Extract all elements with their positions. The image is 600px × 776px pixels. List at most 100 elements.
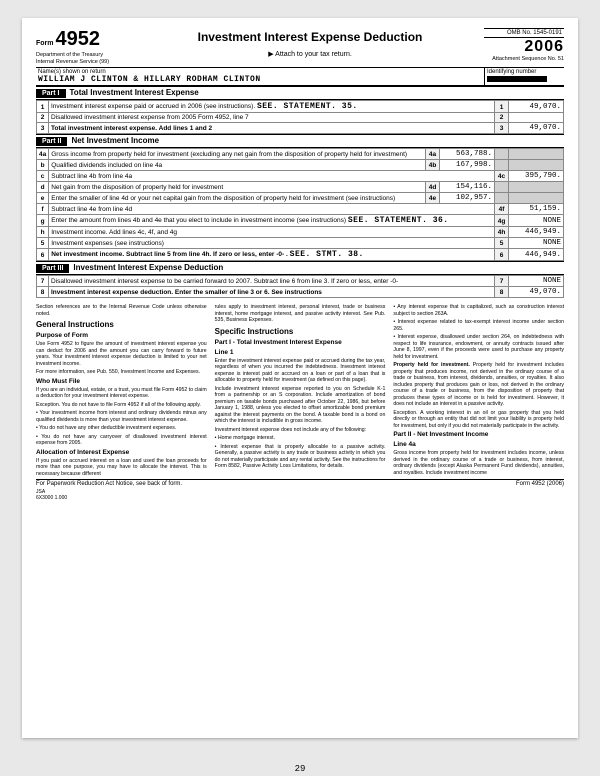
who-b3: • You do not have any carryover of disal… [36,434,207,447]
who-p2: Exception. You do not have to file Form … [36,402,207,409]
prop-p: Property held for investment includes pr… [393,362,564,407]
l3-cn: 3 [495,123,509,134]
part3-label: Part III [36,264,69,273]
l5-no: 5 [37,238,49,249]
dept-irs: Internal Revenue Service (99) [36,59,136,65]
purpose-p1: Use Form 4952 to figure the amount of in… [36,341,207,367]
l4b-no: b [37,160,49,171]
c2-p1: rules apply to investment interest, pers… [215,304,386,324]
prop-h: Property held for investment. [393,362,469,368]
l6-ref: SEE. STMT. 38. [290,250,364,259]
part3-title: Investment Interest Expense Deduction [73,263,223,272]
form-number: 4952 [55,28,100,50]
l4b-s1 [495,160,509,171]
l6-no: 6 [37,249,49,261]
l4d-val: 154,116. [440,182,495,193]
id-label: Identifying number [487,69,562,75]
l4f-no: f [37,204,49,215]
paperwork-notice: For Paperwork Reduction Act Notice, see … [36,481,182,487]
l4e-s1 [495,193,509,204]
tax-year: 2006 [484,38,564,56]
taxpayer-name: WILLIAM J CLINTON & HILLARY RODHAM CLINT… [38,75,482,84]
l1-desc: Investment interest expense paid or accr… [51,103,255,110]
part2-label: Part II [36,137,67,146]
l4h-no: h [37,227,49,238]
l4a-desc: Gross income from property held for inve… [49,149,426,160]
p1-h: Part I - Total Investment Interest Expen… [215,339,386,347]
l4g-no: g [37,215,49,227]
l4d-cn: 4d [426,182,440,193]
form-title: Investment Interest Expense Deduction [136,30,484,44]
alloc-h: Allocation of Interest Expense [36,449,207,457]
l6-desc: Net investment income. Subtract line 5 f… [51,251,288,258]
part2-title: Net Investment Income [71,136,159,145]
l4e-val: 102,957. [440,193,495,204]
l4a-val: 563,788. [440,149,495,160]
l4h-val: 446,949. [509,227,564,238]
line1-p1: Enter the investment interest expense pa… [215,358,386,384]
l4b-s2 [509,160,564,171]
l4a-s2 [509,149,564,160]
l4g-val: NONE [509,215,564,227]
l2-val [509,113,564,123]
c3-b2: • Interest expense related to tax-exempt… [393,319,564,332]
l4a-s1 [495,149,509,160]
l7-no: 7 [37,276,49,287]
who-b1: • Your investment income from interest a… [36,410,207,423]
l4f-val: 51,159. [509,204,564,215]
form-ref: Form 4952 (2006) [516,481,564,487]
l4h-cn: 4h [495,227,509,238]
l4d-s2 [509,182,564,193]
l3-desc: Total investment interest expense. Add l… [51,125,212,132]
l2-no: 2 [37,113,49,123]
l4d-s1 [495,182,509,193]
l4d-desc: Net gain from the disposition of propert… [49,182,426,193]
l6-cn: 6 [495,249,509,261]
l7-val: NONE [509,276,564,287]
form-label: Form [36,40,54,47]
l4d-no: d [37,182,49,193]
l3-no: 3 [37,123,49,134]
l4g-cn: 4g [495,215,509,227]
line1-b2: • Interest expense that is properly allo… [215,444,386,470]
l4h-desc: Investment income. Add lines 4c, 4f, and… [49,227,495,238]
l5-desc: Investment expenses (see instructions) [49,238,495,249]
l4c-cn: 4c [495,171,509,182]
part1-label: Part I [36,89,66,98]
jsa-code: 6X3000 1.000 [36,495,67,501]
l6-val: 446,949. [509,249,564,261]
l1-ref: SEE. STATEMENT. 35. [257,102,358,111]
l8-no: 8 [37,287,49,298]
c3-b1: • Any interest expense that is capitaliz… [393,304,564,317]
l8-val: 49,070. [509,287,564,298]
purpose-p2: For more information, see Pub. 550, Inve… [36,369,207,376]
l4f-cn: 4f [495,204,509,215]
sec-ref: Section references are to the Internal R… [36,304,207,317]
spec-h: Specific Instructions [215,327,386,337]
l4g-ref: SEE. STATEMENT. 36. [348,216,449,225]
seq-no: Attachment Sequence No. 51 [484,56,564,62]
l1-val: 49,070. [509,101,564,113]
l5-cn: 5 [495,238,509,249]
dept-treasury: Department of the Treasury [36,52,136,58]
l4c-val: 395,790. [509,171,564,182]
id-redacted [487,76,547,82]
part1-table: 1Investment interest expense paid or acc… [36,100,564,134]
omb-number: OMB No. 1545-0191 [484,28,564,38]
l4a-no: 4a [37,149,49,160]
l4e-s2 [509,193,564,204]
l4b-desc: Qualified dividends included on line 4a [49,160,426,171]
l7-desc: Disallowed investment interest expense t… [49,276,495,287]
l2-desc: Disallowed investment interest expense f… [49,113,495,123]
line1-p2: Include investment interest expense repo… [215,386,386,425]
l1-no: 1 [37,101,49,113]
c3-b3: • Interest expense, disallowed under sec… [393,334,564,360]
purpose-h: Purpose of Form [36,332,207,340]
page-number: 29 [295,764,306,774]
l4a-h: Line 4a [393,441,564,449]
l4e-cn: 4e [426,193,440,204]
line1-b1: • Home mortgage interest. [215,435,386,442]
l4c-desc: Subtract line 4b from line 4a [49,171,495,182]
attach-note: ▶ Attach to your tax return. [136,50,484,58]
l4g-desc: Enter the amount from lines 4b and 4e th… [51,217,346,224]
